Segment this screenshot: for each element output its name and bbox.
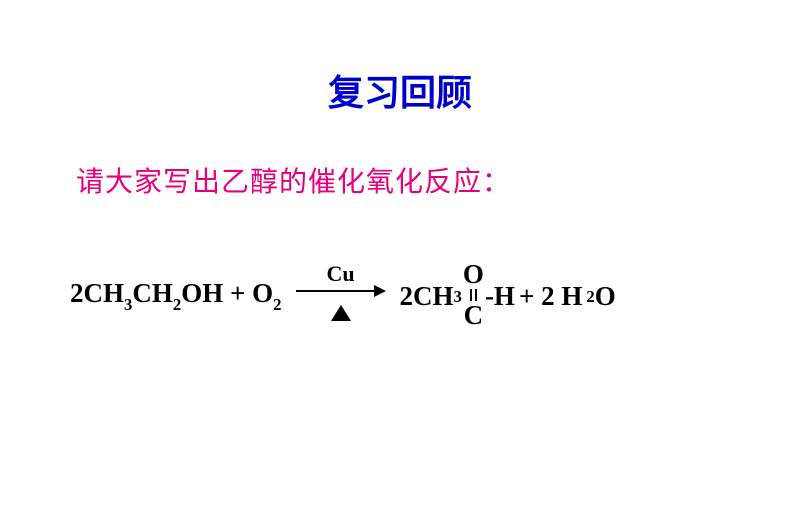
equation-lhs: 2CH3CH2OH + O2 [70, 278, 282, 313]
rhs-plus: + 2 H [519, 281, 582, 312]
rhs-p1s1: 3 [454, 287, 462, 307]
equation-rhs: 2CH3 O C -H + 2 H2O [400, 262, 616, 330]
slide-prompt: 请大家写出乙醇的催化氧化反应： [76, 160, 511, 200]
lhs-r1s1: 3 [124, 295, 132, 314]
rhs-coef: 2 [400, 281, 414, 312]
arrow-heat [331, 299, 351, 326]
lhs-r1a: CH [84, 278, 125, 308]
arrow-shaft [296, 290, 374, 292]
struct-c: C [464, 302, 484, 329]
slide-title: 复习回顾 [0, 64, 800, 116]
lhs-r1s2: 2 [173, 295, 181, 314]
arrow-line [296, 285, 386, 297]
arrow-head-icon [374, 285, 386, 297]
lhs-r2s1: 2 [273, 295, 281, 314]
rhs-p1a: CH [413, 281, 454, 312]
arrow-catalyst: Cu [326, 263, 354, 285]
carbonyl-struct: O C [463, 261, 484, 329]
struct-o: O [463, 261, 484, 288]
lhs-r1b: CH [132, 278, 173, 308]
equation: 2CH3CH2OH + O2 Cu 2CH3 O C -H + 2 H2O [70, 262, 616, 330]
lhs-plus: + [223, 278, 252, 308]
triangle-icon [331, 305, 351, 321]
reaction-arrow: Cu [296, 263, 386, 326]
rhs-p2s1: 2 [586, 287, 594, 307]
lhs-r1c: OH [181, 278, 223, 308]
lhs-r2a: O [252, 278, 273, 308]
rhs-p1b: -H [485, 281, 515, 312]
rhs-p2a: O [595, 281, 616, 312]
lhs-coef: 2 [70, 278, 84, 308]
slide: 复习回顾 请大家写出乙醇的催化氧化反应： 2CH3CH2OH + O2 Cu 2… [0, 0, 800, 508]
